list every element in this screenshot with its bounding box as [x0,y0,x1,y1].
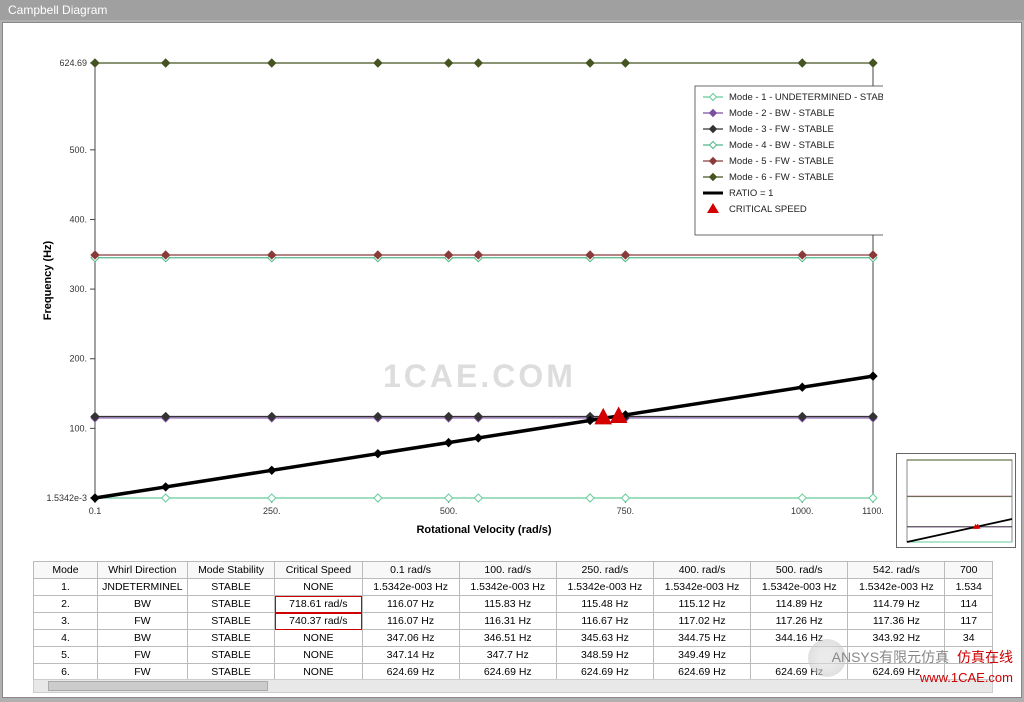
svg-text:Mode - 1 - UNDETERMINED - ST: Mode - 1 - UNDETERMINED - STABLE [729,92,883,103]
table-row[interactable]: 6.FWSTABLENONE624.69 Hz624.69 Hz624.69 H… [34,664,993,681]
scrollbar-thumb[interactable] [48,681,268,691]
svg-text:Mode - 4 - BW - STABLE: Mode - 4 - BW - STABLE [729,140,834,151]
window-title-bar: Campbell Diagram [0,0,1024,20]
svg-text:Frequency (Hz): Frequency (Hz) [42,240,54,320]
svg-text:1.5342e-3: 1.5342e-3 [46,493,87,503]
table-header[interactable]: 400. rad/s [653,562,750,579]
table-header[interactable]: 542. rad/s [848,562,945,579]
svg-text:400.: 400. [69,214,87,224]
svg-text:RATIO = 1: RATIO = 1 [729,188,773,199]
table-row[interactable]: 2.BWSTABLE718.61 rad/s116.07 Hz115.83 Hz… [34,596,993,613]
svg-text:300.: 300. [69,284,87,294]
window-title: Campbell Diagram [8,3,107,17]
svg-text:250.: 250. [263,506,281,516]
table-header[interactable]: Mode [34,562,98,579]
main-panel: 0.1 250. 500. 750. 1000. 1100. 1.5342e-3 100. 20… [2,22,1022,698]
svg-text:Mode - 6 - FW - STABLE: Mode - 6 - FW - STABLE [729,172,834,183]
svg-text:1100.: 1100. [862,506,883,516]
svg-text:Rotational Velocity (rad/s): Rotational Velocity (rad/s) [416,524,551,536]
svg-text:0.1: 0.1 [89,506,102,516]
data-table[interactable]: ModeWhirl DirectionMode StabilityCritica… [33,561,993,681]
horizontal-scrollbar[interactable] [33,679,993,693]
table-header[interactable]: Whirl Direction [97,562,187,579]
svg-text:Mode - 5 - FW - STABLE: Mode - 5 - FW - STABLE [729,156,834,167]
svg-text:100.: 100. [69,423,87,433]
table-row[interactable]: 1.JNDETERMINELSTABLENONE1.5342e-003 Hz1.… [34,579,993,596]
svg-text:750.: 750. [617,506,635,516]
table-header[interactable]: Mode Stability [187,562,274,579]
table-header[interactable]: 250. rad/s [556,562,653,579]
svg-text:Mode - 3 - FW - STABLE: Mode - 3 - FW - STABLE [729,124,834,135]
table-header[interactable]: 700 [945,562,993,579]
svg-text:500.: 500. [440,506,458,516]
table-header[interactable]: 100. rad/s [459,562,556,579]
chart-thumbnail[interactable] [896,453,1016,548]
table-row[interactable]: 5.FWSTABLENONE347.14 Hz347.7 Hz348.59 Hz… [34,647,993,664]
table-row[interactable]: 3.FWSTABLE740.37 rad/s116.07 Hz116.31 Hz… [34,613,993,630]
svg-text:200.: 200. [69,354,87,364]
table-row[interactable]: 4.BWSTABLENONE347.06 Hz346.51 Hz345.63 H… [34,630,993,647]
svg-text:Mode - 2 - BW - STABLE: Mode - 2 - BW - STABLE [729,108,834,119]
data-table-container: ModeWhirl DirectionMode StabilityCritica… [33,561,993,681]
svg-text:CRITICAL SPEED: CRITICAL SPEED [729,204,807,215]
table-header[interactable]: Critical Speed [275,562,362,579]
table-header[interactable]: 0.1 rad/s [362,562,459,579]
table-header[interactable]: 500. rad/s [751,562,848,579]
svg-text:1000.: 1000. [791,506,814,516]
svg-text:500.: 500. [69,145,87,155]
qr-watermark [808,639,846,677]
svg-text:624.69: 624.69 [59,58,87,68]
campbell-chart[interactable]: 0.1 250. 500. 750. 1000. 1100. 1.5342e-3 100. 20… [33,43,883,553]
